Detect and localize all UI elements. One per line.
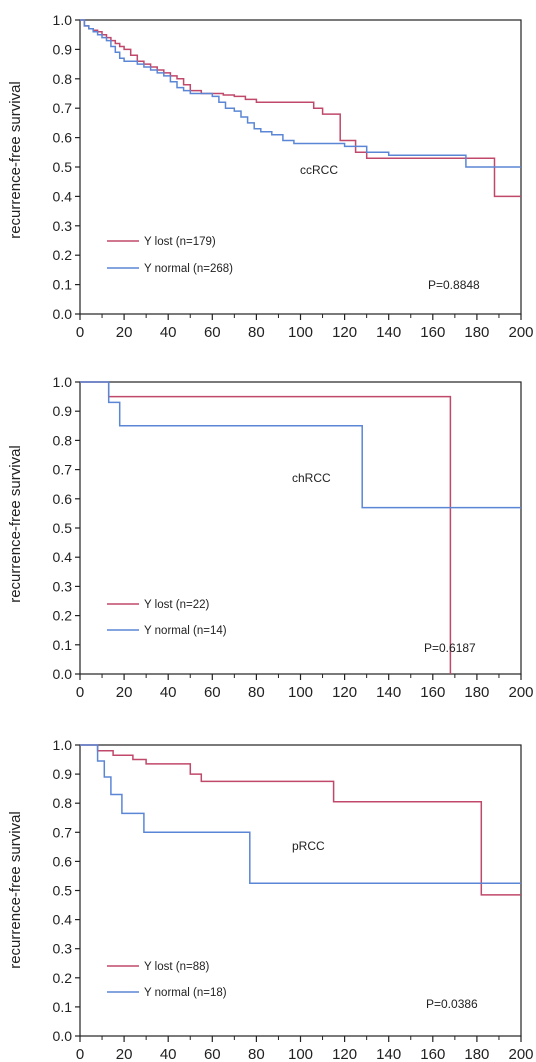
y-tick-label: 0.8 bbox=[53, 432, 73, 448]
y-tick-label: 1.0 bbox=[53, 737, 73, 753]
y-tick-label: 0.2 bbox=[53, 247, 73, 263]
x-tick-label: 140 bbox=[376, 684, 401, 701]
series-line-y-normal bbox=[80, 381, 521, 509]
y-tick-label: 0.2 bbox=[53, 608, 73, 624]
y-tick-label: 0.3 bbox=[53, 218, 73, 234]
y-tick-label: 0.7 bbox=[53, 824, 73, 840]
legend-label: Y normal (n=18) bbox=[144, 987, 227, 999]
y-tick-label: 0.3 bbox=[53, 578, 73, 594]
x-tick-label: 140 bbox=[376, 324, 401, 341]
p-value: P=0.8848 bbox=[428, 278, 480, 292]
y-tick-label: 0.0 bbox=[53, 1028, 73, 1044]
y-tick-label: 0.8 bbox=[53, 71, 73, 87]
x-tick-label: 40 bbox=[160, 324, 177, 341]
y-tick-label: 1.0 bbox=[53, 374, 73, 390]
x-tick-label: 100 bbox=[288, 324, 313, 341]
panel-label: ccRCC bbox=[300, 163, 338, 177]
y-tick-label: 0.5 bbox=[53, 883, 73, 899]
y-axis-label: recurrence-free survival bbox=[7, 81, 24, 239]
x-tick-label: 80 bbox=[248, 324, 265, 341]
legend-label: Y lost (n=88) bbox=[144, 961, 209, 973]
x-tick-label: 0 bbox=[76, 684, 84, 701]
x-tick-label: 100 bbox=[288, 1046, 313, 1062]
y-tick-label: 0.4 bbox=[53, 549, 73, 565]
y-axis-label: recurrence-free survival bbox=[7, 445, 24, 603]
x-tick-label: 80 bbox=[248, 1046, 265, 1062]
x-tick-label: 120 bbox=[332, 324, 357, 341]
series-line-y-lost bbox=[80, 744, 521, 896]
y-tick-label: 0.1 bbox=[53, 277, 73, 293]
legend-label: Y lost (n=22) bbox=[144, 599, 209, 611]
chart-panel-ccrcc: 0.0 0.1 0.2 0.3 0.4 0.5 0.6 0.7 0.8 0.9 1.0 0 20 40 60… bbox=[7, 12, 534, 341]
y-tick-label: 0.2 bbox=[53, 970, 73, 986]
x-tick-label: 180 bbox=[464, 1046, 489, 1062]
y-tick-label: 0.0 bbox=[53, 666, 73, 682]
x-tick-label: 180 bbox=[464, 324, 489, 341]
y-tick-label: 0.7 bbox=[53, 100, 73, 116]
y-tick-label: 0.7 bbox=[53, 462, 73, 478]
y-tick-label: 0.9 bbox=[53, 766, 73, 782]
panel-label: chRCC bbox=[292, 471, 331, 485]
y-tick-label: 0.1 bbox=[53, 999, 73, 1015]
x-tick-label: 120 bbox=[332, 684, 357, 701]
series-line-y-normal bbox=[80, 744, 521, 884]
x-tick-label: 40 bbox=[160, 684, 177, 701]
y-tick-label: 1.0 bbox=[53, 12, 73, 28]
y-tick-label: 0.0 bbox=[53, 306, 73, 322]
p-value: P=0.6187 bbox=[424, 641, 476, 655]
y-tick-label: 0.4 bbox=[53, 188, 73, 204]
x-tick-label: 200 bbox=[508, 324, 533, 341]
series-line-y-normal bbox=[80, 19, 521, 168]
y-axis-label: recurrence-free survival bbox=[7, 811, 24, 969]
y-tick-label: 0.6 bbox=[53, 130, 73, 146]
x-tick-label: 0 bbox=[76, 324, 84, 341]
x-tick-label: 140 bbox=[376, 1046, 401, 1062]
panel-label: pRCC bbox=[292, 839, 325, 853]
x-tick-label: 180 bbox=[464, 684, 489, 701]
x-tick-label: 60 bbox=[204, 684, 221, 701]
y-tick-label: 0.9 bbox=[53, 41, 73, 57]
chart-panel-prcc: 0.0 0.1 0.2 0.3 0.4 0.5 0.6 0.7 0.8 0.9 1.0 0 20 40 60… bbox=[7, 737, 534, 1062]
x-tick-label: 160 bbox=[420, 324, 445, 341]
x-tick-label: 0 bbox=[76, 1046, 84, 1062]
y-tick-label: 0.1 bbox=[53, 637, 73, 653]
legend-label: Y normal (n=14) bbox=[144, 625, 227, 637]
x-tick-label: 160 bbox=[420, 684, 445, 701]
y-tick-label: 0.9 bbox=[53, 403, 73, 419]
y-tick-label: 0.8 bbox=[53, 795, 73, 811]
y-tick-label: 0.4 bbox=[53, 912, 73, 928]
y-tick-label: 0.3 bbox=[53, 941, 73, 957]
legend-label: Y normal (n=268) bbox=[144, 263, 233, 275]
x-tick-label: 160 bbox=[420, 1046, 445, 1062]
y-tick-label: 0.6 bbox=[53, 853, 73, 869]
x-tick-label: 40 bbox=[160, 1046, 177, 1062]
x-tick-label: 200 bbox=[508, 684, 533, 701]
p-value: P=0.0386 bbox=[426, 997, 478, 1011]
x-tick-label: 20 bbox=[116, 324, 133, 341]
x-tick-label: 120 bbox=[332, 1046, 357, 1062]
y-tick-label: 0.5 bbox=[53, 159, 73, 175]
y-tick-label: 0.5 bbox=[53, 520, 73, 536]
x-tick-label: 60 bbox=[204, 1046, 221, 1062]
chart-panel-chrcc: 0.0 0.1 0.2 0.3 0.4 0.5 0.6 0.7 0.8 0.9 1.0 0 20 40 60… bbox=[7, 374, 534, 701]
x-tick-label: 200 bbox=[508, 1046, 533, 1062]
legend-label: Y lost (n=179) bbox=[144, 236, 216, 248]
x-tick-label: 60 bbox=[204, 324, 221, 341]
y-tick-label: 0.6 bbox=[53, 491, 73, 507]
x-tick-label: 100 bbox=[288, 684, 313, 701]
x-tick-label: 80 bbox=[248, 684, 265, 701]
x-tick-label: 20 bbox=[116, 1046, 133, 1062]
x-tick-label: 20 bbox=[116, 684, 133, 701]
